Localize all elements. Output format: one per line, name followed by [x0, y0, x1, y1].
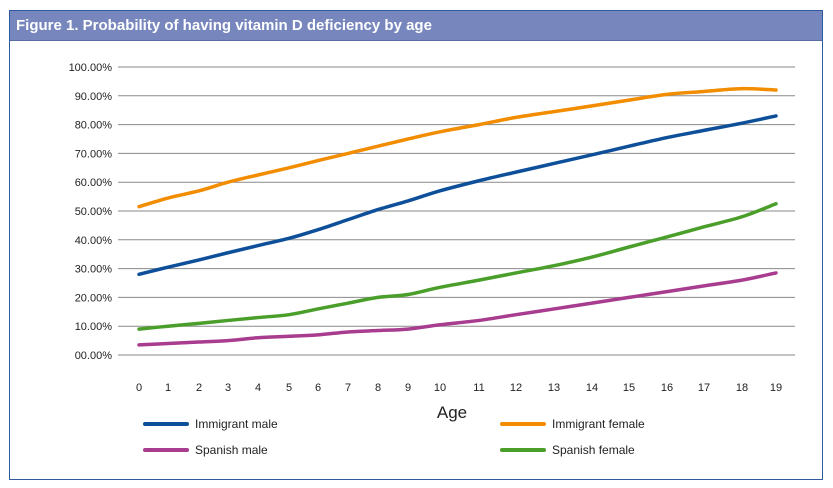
- x-tick-label: 2: [196, 382, 202, 394]
- x-tick-label: 14: [586, 382, 598, 394]
- x-tick-label: 4: [255, 382, 261, 394]
- series-line-spanish-male: [137, 271, 778, 347]
- figure-frame: Figure 1. Probability of having vitamin …: [9, 10, 823, 480]
- y-tick-label: 00.00%: [75, 350, 113, 362]
- x-tick-label: 1: [165, 382, 171, 394]
- x-tick-label: 8: [375, 382, 381, 394]
- legend-label: Immigrant male: [195, 417, 278, 431]
- x-tick-label: 6: [315, 382, 321, 394]
- figure-title: Figure 1. Probability of having vitamin …: [10, 11, 822, 41]
- x-tick-label: 18: [736, 382, 748, 394]
- x-tick-label: 16: [661, 382, 673, 394]
- y-tick-label: 100.00%: [69, 62, 113, 74]
- y-tick-label: 80.00%: [75, 120, 113, 132]
- x-tick-label: 5: [286, 382, 292, 394]
- y-tick-label: 90.00%: [75, 91, 113, 103]
- y-tick-label: 30.00%: [75, 264, 113, 276]
- x-tick-label: 11: [473, 382, 484, 394]
- y-tick-label: 60.00%: [75, 177, 113, 189]
- x-tick-label: 10: [434, 382, 446, 394]
- y-tick-label: 70.00%: [75, 148, 113, 160]
- x-tick-label: 9: [405, 382, 411, 394]
- legend-label: Immigrant female: [552, 417, 645, 431]
- x-tick-label: 19: [770, 382, 782, 394]
- legend-label: Spanish male: [195, 443, 268, 457]
- x-tick-label: 15: [623, 382, 635, 394]
- x-tick-label: 0: [136, 382, 142, 394]
- x-tick-label: 12: [510, 382, 522, 394]
- series-line-immigrant-female: [137, 86, 778, 209]
- y-tick-label: 20.00%: [75, 292, 113, 304]
- x-axis-label: Age: [437, 403, 467, 422]
- series-line-immigrant-male: [137, 114, 778, 277]
- x-tick-label: 3: [225, 382, 231, 394]
- legend-label: Spanish female: [552, 443, 635, 457]
- series-line-spanish-female: [137, 202, 778, 331]
- x-tick-label: 17: [698, 382, 710, 394]
- x-tick-label: 7: [345, 382, 351, 394]
- y-tick-label: 50.00%: [75, 206, 113, 218]
- y-tick-label: 10.00%: [75, 321, 113, 333]
- y-tick-label: 40.00%: [75, 235, 113, 247]
- x-tick-label: 13: [548, 382, 560, 394]
